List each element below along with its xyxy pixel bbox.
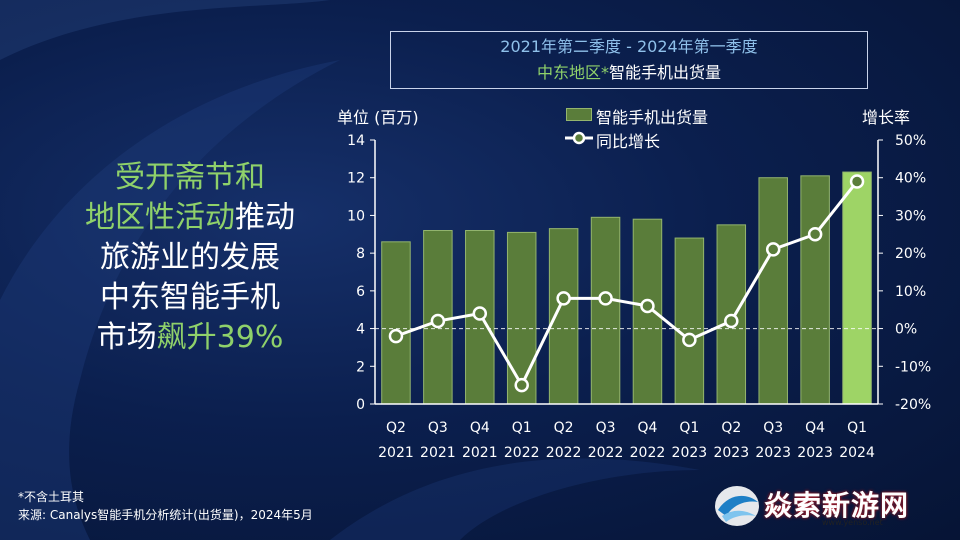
x-tick-label-quarter: Q1: [512, 420, 532, 436]
x-tick-label-quarter: Q4: [805, 420, 825, 436]
footer-note: *不含土耳其: [18, 490, 85, 504]
headline-line2-green: 地区性活动: [85, 200, 235, 235]
headline-line2-white: 推动: [235, 200, 295, 235]
right-tick-label: -10%: [895, 359, 931, 375]
x-tick-label-year: 2024: [839, 445, 875, 461]
growth-point: [724, 313, 739, 329]
left-axis-unit: 单位 (百万): [337, 108, 419, 127]
legend-line-label: 同比增长: [596, 132, 661, 151]
growth-point: [472, 306, 488, 321]
bar: [381, 241, 411, 405]
x-tick-label-year: 2023: [713, 445, 749, 461]
bar: [506, 231, 537, 405]
growth-point: [514, 377, 529, 393]
left-tick-label: 6: [356, 284, 365, 300]
x-tick-label-year: 2022: [588, 445, 624, 461]
x-tick-label-year: 2023: [755, 445, 791, 461]
x-tick-label-year: 2021: [378, 445, 414, 461]
bar: [590, 216, 621, 405]
x-tick-label-quarter: Q4: [470, 420, 490, 436]
watermark-text: 焱索新游网: [764, 489, 910, 522]
growth-point: [388, 328, 404, 344]
growth-point: [765, 242, 781, 257]
x-tick-label-quarter: Q3: [428, 420, 448, 436]
bar: [758, 177, 788, 405]
x-tick-label-year: 2022: [630, 445, 666, 461]
right-tick-label: 50%: [895, 133, 926, 149]
left-tick-label: 8: [356, 246, 365, 262]
x-tick-label-year: 2021: [420, 445, 456, 461]
growth-point: [682, 332, 697, 348]
left-tick-label: 4: [356, 322, 365, 338]
left-tick-label: 14: [347, 133, 365, 149]
x-tick-label-year: 2021: [462, 445, 498, 461]
growth-point: [598, 291, 613, 306]
headline-line4: 中东智能手机: [100, 280, 280, 315]
right-axis-unit: 增长率: [862, 108, 911, 127]
growth-point: [556, 291, 571, 306]
left-tick-label: 0: [356, 397, 365, 413]
headline-line1: 受开斋节和: [115, 160, 265, 195]
headline-line5-green: 飙升39%: [156, 320, 284, 355]
chart-title-line2: 中东地区*智能手机出货量: [391, 60, 867, 86]
headline-line3: 旅游业的发展: [100, 240, 280, 275]
watermark-url: www.yenso.net: [822, 518, 883, 527]
x-tick-label-quarter: Q1: [847, 420, 867, 436]
legend-bar: 智能手机出货量: [566, 104, 709, 128]
left-tick-label: 10: [347, 208, 365, 224]
chart-title-line1: 2021年第二季度 - 2024年第一季度: [500, 37, 758, 56]
legend-bar-label: 智能手机出货量: [596, 108, 709, 127]
x-tick-label-quarter: Q3: [763, 420, 783, 436]
right-tick-label: -20%: [895, 397, 931, 413]
growth-point: [849, 174, 865, 189]
legend-line: 同比增长: [565, 128, 661, 152]
chart-title-region: 中东地区*: [536, 63, 609, 82]
x-tick-label-quarter: Q2: [721, 420, 741, 436]
chart-title-metric: 智能手机出货量: [609, 63, 722, 82]
bar: [842, 171, 872, 405]
legend-line-swatch: [565, 131, 593, 145]
right-tick-label: 30%: [895, 208, 926, 224]
right-tick-label: 10%: [895, 284, 926, 300]
x-tick-label-year: 2022: [504, 445, 540, 461]
watermark: 焱索新游网 www.yenso.net: [712, 478, 950, 534]
x-tick-label-quarter: Q1: [679, 420, 699, 436]
headline-line5-white: 市场: [96, 320, 157, 355]
x-tick-label-year: 2023: [797, 445, 833, 461]
growth-point: [640, 298, 655, 314]
right-tick-label: 40%: [895, 171, 926, 187]
left-tick-label: 2: [356, 359, 365, 375]
headline: 受开斋节和 地区性活动推动 旅游业的发展 中东智能手机 市场飙升39%: [40, 158, 340, 358]
footer-source: 来源: Canalys智能手机分析统计(出货量)，2024年5月: [18, 508, 313, 522]
chart-title-box: 2021年第二季度 - 2024年第一季度 中东地区*智能手机出货量: [390, 31, 868, 89]
x-tick-label-quarter: Q2: [386, 420, 406, 436]
x-tick-label-quarter: Q2: [554, 420, 574, 436]
growth-point: [430, 313, 446, 329]
right-tick-label: 0%: [895, 322, 917, 338]
growth-point: [807, 227, 823, 242]
x-tick-label-year: 2022: [546, 445, 582, 461]
bar: [800, 175, 830, 405]
x-tick-label-year: 2023: [672, 445, 708, 461]
bar: [674, 237, 705, 405]
watermark-logo-icon: [715, 486, 759, 526]
x-tick-label-quarter: Q4: [637, 420, 657, 436]
x-tick-label-quarter: Q3: [596, 420, 616, 436]
left-tick-label: 12: [347, 171, 365, 187]
right-tick-label: 20%: [895, 246, 926, 262]
legend-bar-swatch: [566, 108, 592, 121]
